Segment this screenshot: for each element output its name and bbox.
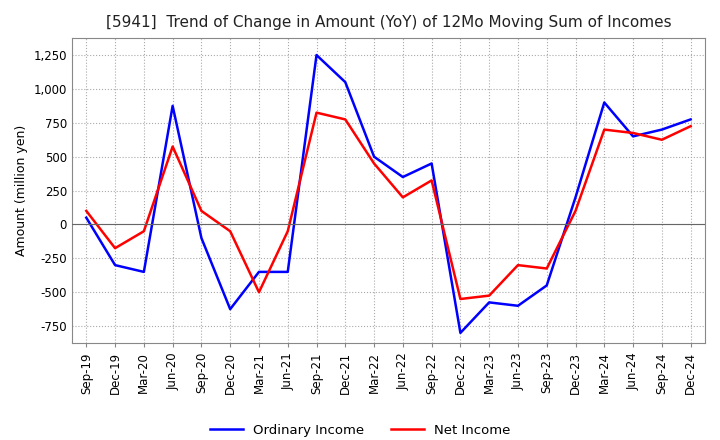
Ordinary Income: [111, 263, 120, 268]
Line: Ordinary Income: Ordinary Income: [86, 55, 690, 333]
Line: Net Income: Net Income: [86, 113, 690, 299]
Ordinary Income: [427, 161, 436, 166]
Ordinary Income: [284, 269, 292, 275]
Ordinary Income: [255, 269, 264, 275]
Ordinary Income: [399, 174, 408, 180]
Y-axis label: Amount (million yen): Amount (million yen): [15, 125, 28, 256]
Net Income: [197, 208, 206, 213]
Net Income: [600, 127, 608, 132]
Ordinary Income: [542, 283, 551, 288]
Ordinary Income: [140, 269, 148, 275]
Net Income: [399, 195, 408, 200]
Net Income: [226, 229, 235, 234]
Ordinary Income: [686, 117, 695, 122]
Ordinary Income: [600, 100, 608, 105]
Net Income: [82, 208, 91, 213]
Net Income: [370, 161, 379, 166]
Net Income: [686, 124, 695, 129]
Net Income: [485, 293, 493, 298]
Legend: Ordinary Income, Net Income: Ordinary Income, Net Income: [204, 418, 516, 440]
Ordinary Income: [370, 154, 379, 159]
Net Income: [571, 208, 580, 213]
Ordinary Income: [168, 103, 177, 109]
Ordinary Income: [341, 80, 350, 85]
Ordinary Income: [629, 134, 637, 139]
Ordinary Income: [485, 300, 493, 305]
Ordinary Income: [571, 195, 580, 200]
Net Income: [513, 263, 522, 268]
Ordinary Income: [513, 303, 522, 308]
Net Income: [542, 266, 551, 271]
Title: [5941]  Trend of Change in Amount (YoY) of 12Mo Moving Sum of Incomes: [5941] Trend of Change in Amount (YoY) o…: [106, 15, 671, 30]
Net Income: [456, 297, 464, 302]
Ordinary Income: [197, 235, 206, 241]
Net Income: [657, 137, 666, 143]
Net Income: [427, 178, 436, 183]
Ordinary Income: [226, 307, 235, 312]
Ordinary Income: [657, 127, 666, 132]
Ordinary Income: [82, 215, 91, 220]
Net Income: [284, 229, 292, 234]
Net Income: [312, 110, 321, 115]
Net Income: [168, 144, 177, 149]
Net Income: [111, 246, 120, 251]
Net Income: [629, 130, 637, 136]
Net Income: [341, 117, 350, 122]
Net Income: [140, 229, 148, 234]
Ordinary Income: [312, 52, 321, 58]
Ordinary Income: [456, 330, 464, 336]
Net Income: [255, 290, 264, 295]
